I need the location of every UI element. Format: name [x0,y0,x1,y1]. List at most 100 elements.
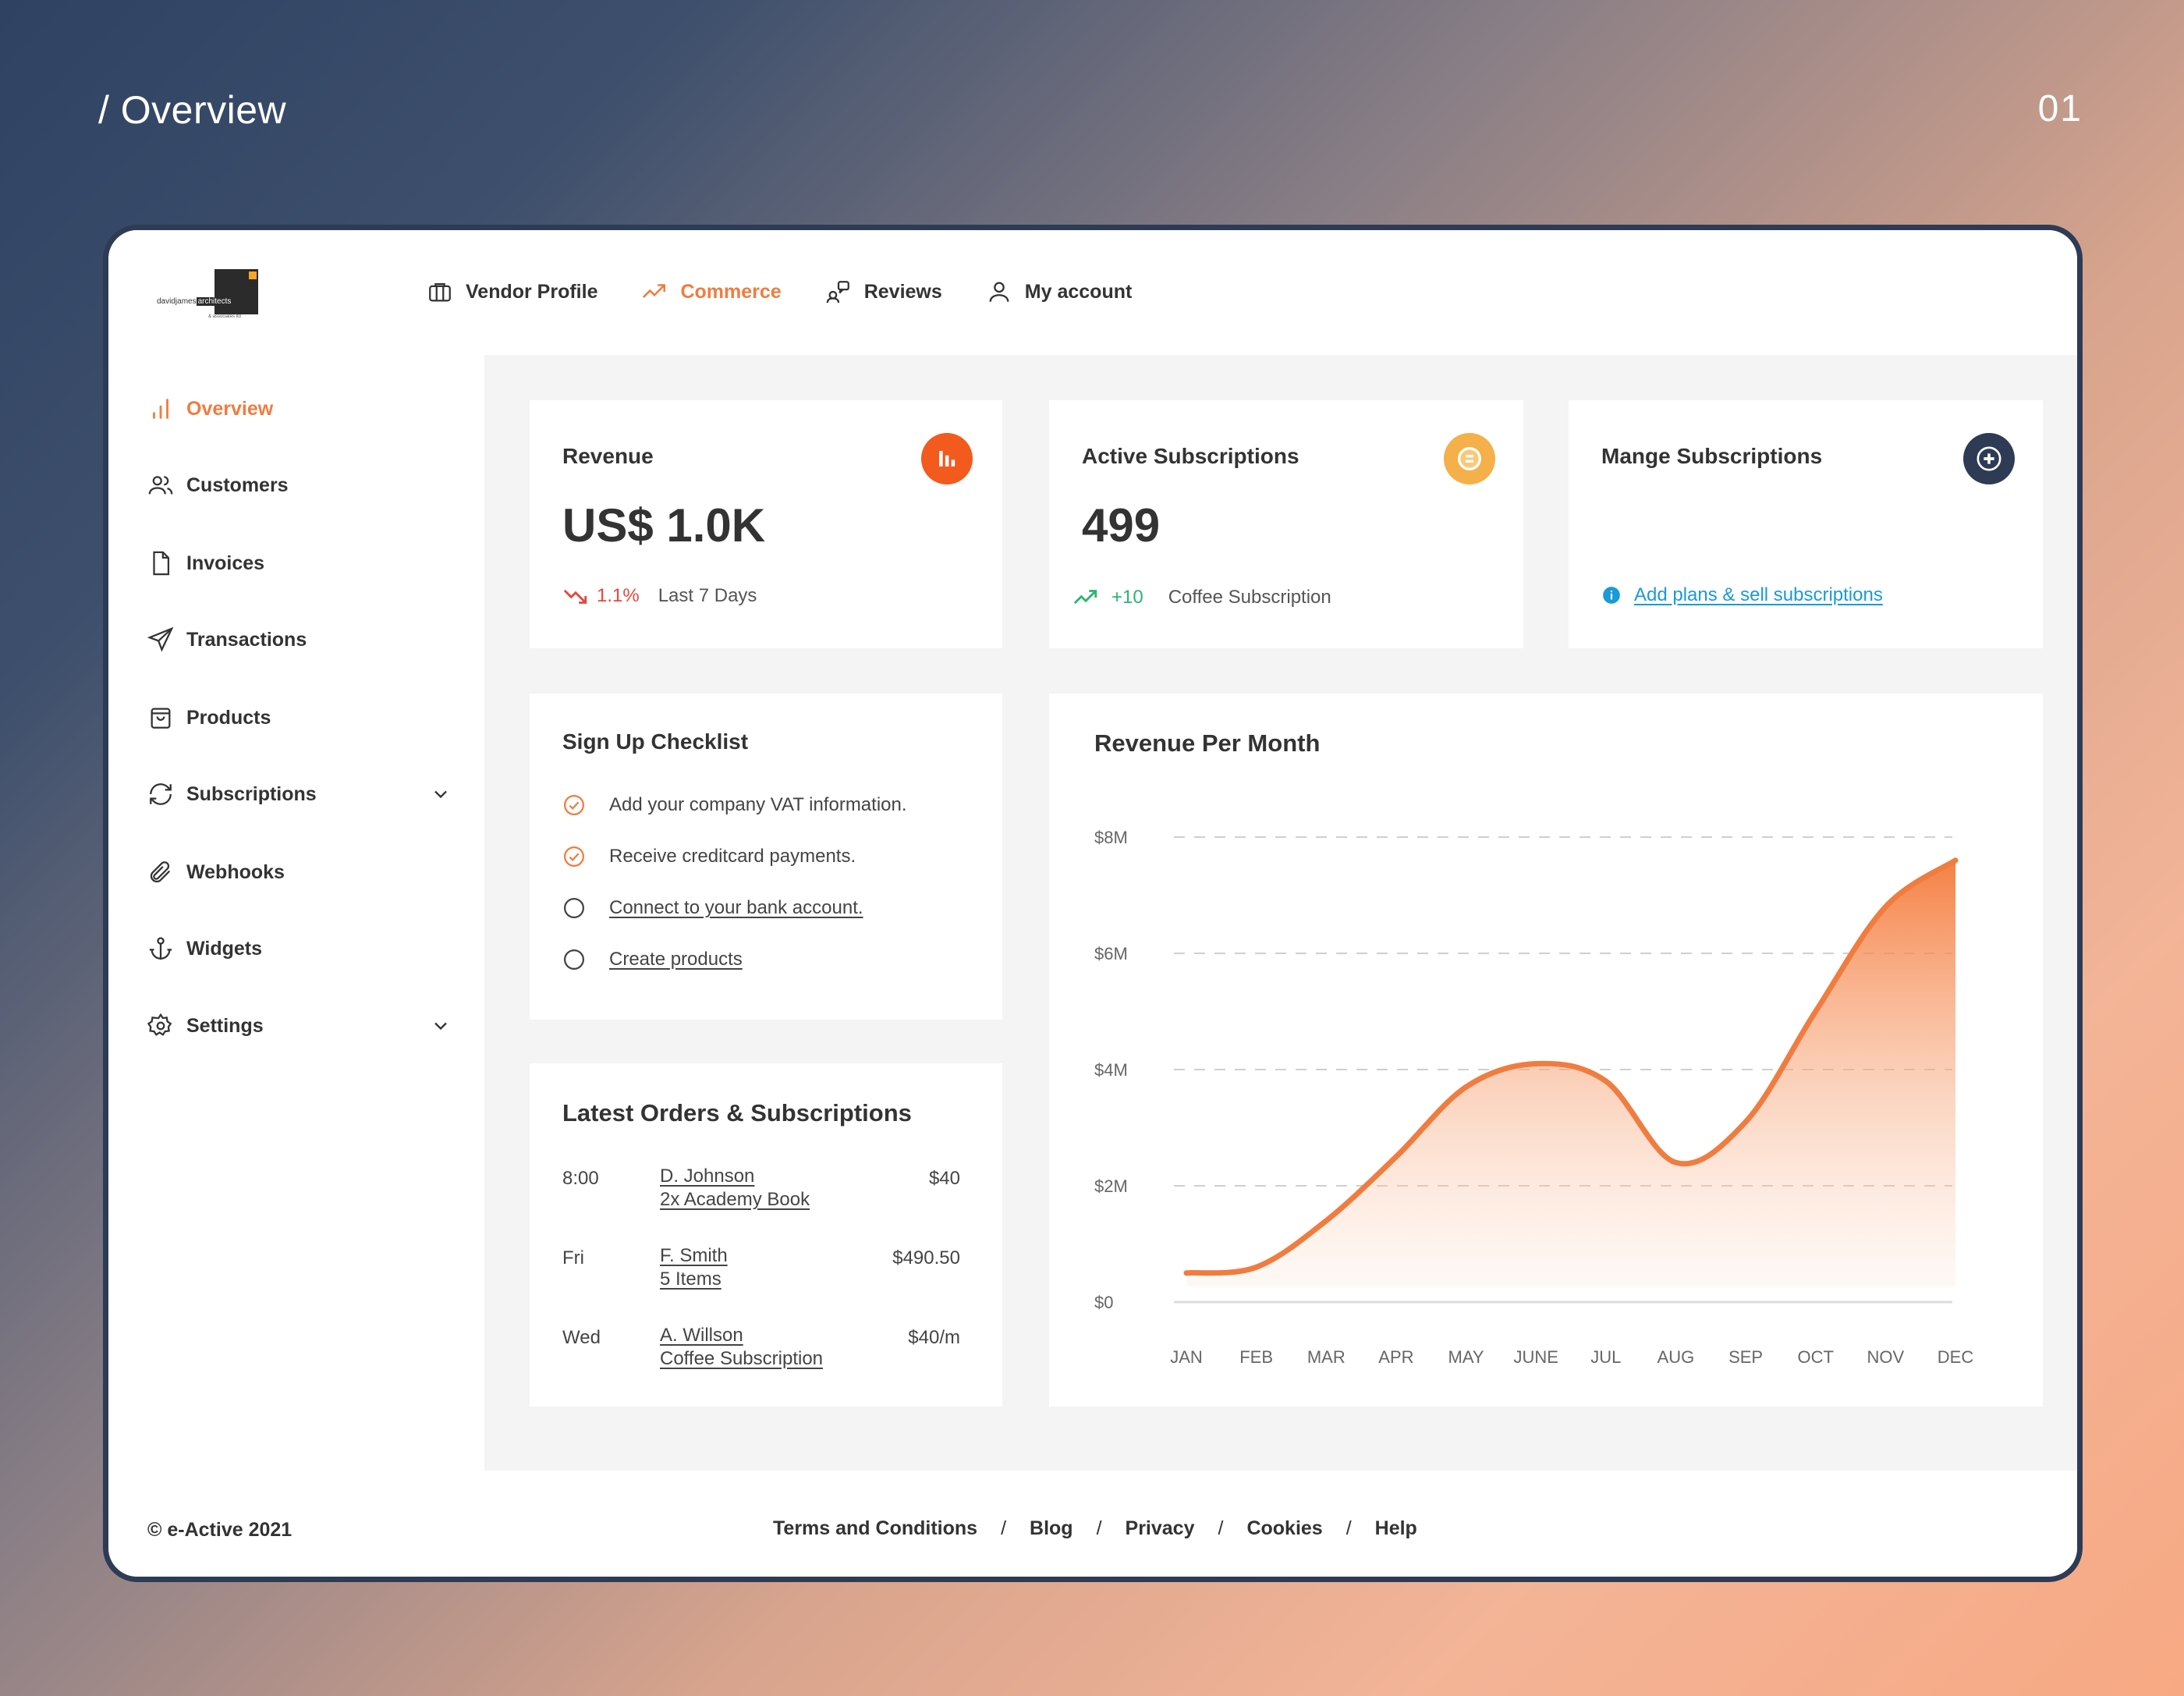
signup-checklist-card: Sign Up Checklist Add your company VAT i… [530,694,1002,1020]
footer-link-blog[interactable]: Blog [1030,1517,1073,1539]
sidebar-item-webhooks[interactable]: Webhooks [147,859,452,885]
chevron-down-icon[interactable] [430,1015,452,1037]
checklist-title: Sign Up Checklist [562,729,749,754]
paperclip-icon [150,861,171,883]
coin-icon[interactable] [1444,433,1495,484]
reviews-icon [826,281,849,303]
nav-my-account[interactable]: My account [986,279,1132,305]
manage-subscriptions-title: Mange Subscriptions [1601,444,1823,468]
x-tick-label: APR [1378,1347,1413,1367]
y-tick-label: $2M [1094,1176,1128,1196]
y-tick-label: $6M [1094,944,1128,963]
x-tick-label: AUG [1658,1347,1695,1367]
anchor-icon [149,937,172,960]
sidebar: Overview Customers Invoices Transactions… [108,355,484,1471]
refresh-icon [150,783,172,805]
empty-circle-icon [564,949,584,970]
nav-reviews[interactable]: Reviews [825,279,942,305]
nav-commerce[interactable]: Commerce [641,279,782,305]
chart-title: Revenue Per Month [1094,729,1321,757]
y-tick-label: $4M [1094,1060,1128,1080]
sidebar-item-widgets[interactable]: Widgets [147,935,452,962]
revenue-change: 1.1% [597,585,640,606]
x-tick-label: JUL [1590,1347,1621,1367]
sidebar-item-invoices[interactable]: Invoices [147,550,452,577]
footer-link-privacy[interactable]: Privacy [1125,1517,1195,1539]
bar-chart-icon [153,399,168,419]
main-content: Revenue US$ 1.0K 1.1% Last 7 Days Active… [484,355,2077,1471]
checklist-item[interactable]: Add your company VAT information. [562,793,907,817]
y-tick-label: $0 [1094,1293,1113,1312]
briefcase-icon [429,282,451,302]
bar-chart-icon[interactable] [921,433,973,484]
top-bar: davidjames architects & associates ltd Ve… [108,230,2077,355]
checklist-item[interactable]: Receive creditcard payments. [562,845,856,868]
x-tick-label: JUNE [1513,1347,1558,1367]
revenue-value: US$ 1.0K [562,499,766,552]
revenue-chart: $0 $2M $4M $6M $8M JAN FEB MAR APR MAY JUNE JUL AUG… [1094,828,1974,1367]
sidebar-item-products[interactable]: Products [147,704,452,731]
copyright: © e-Active 2021 [147,1519,292,1541]
plus-icon[interactable] [1963,433,2015,484]
check-circle-icon [564,846,584,867]
trend-up-icon [1073,590,1097,605]
active-subscriptions-label: Coffee Subscription [1168,587,1331,608]
footer-link-help[interactable]: Help [1374,1517,1417,1539]
gear-icon [147,1013,172,1036]
empty-circle-icon [564,898,584,918]
footer-link-terms[interactable]: Terms and Conditions [773,1517,978,1539]
nav-vendor-profile[interactable]: Vendor Profile [427,279,597,305]
x-tick-label: SEP [1728,1347,1763,1367]
x-tick-label: FEB [1239,1347,1273,1367]
trend-down-icon [563,589,587,604]
active-subscriptions-card: Active Subscriptions 499 +10 Coffee Subs… [1049,400,1523,648]
x-tick-label: OCT [1798,1347,1834,1367]
sidebar-item-settings[interactable]: Settings [147,1013,452,1039]
company-logo[interactable]: davidjames architects & associates ltd [157,269,258,325]
active-subscriptions-title: Active Subscriptions [1082,444,1299,468]
sidebar-item-subscriptions[interactable]: Subscriptions [147,781,452,807]
revenue-chart-card: Revenue Per Month $0 $2M $4M $6M $8M JAN FEB M… [1049,694,2043,1407]
send-icon [147,626,174,652]
table-row[interactable]: Fri F. Smith 5 Items $490.50 [562,1245,960,1290]
orders-title: Latest Orders & Subscriptions [562,1099,912,1127]
check-circle-icon [564,795,584,815]
chart-area [1186,860,1955,1286]
chevron-down-icon[interactable] [430,783,452,805]
users-icon [148,476,173,495]
app-window: davidjames architects & associates ltd Ve… [103,225,2083,1582]
latest-orders-card: Latest Orders & Subscriptions 8:00 D. Jo… [530,1063,1002,1407]
table-row[interactable]: 8:00 D. Johnson 2x Academy Book $40 [562,1166,960,1210]
page-heading: / Overview [98,88,287,132]
footer-link-cookies[interactable]: Cookies [1246,1517,1323,1539]
revenue-period: Last 7 Days [658,585,757,606]
footer: © e-Active 2021 Terms and Conditions / B… [108,1471,2077,1577]
sidebar-item-customers[interactable]: Customers [147,472,452,499]
trend-up-icon [643,284,666,298]
info-icon [1603,587,1620,604]
revenue-card: Revenue US$ 1.0K 1.1% Last 7 Days [530,400,1002,648]
table-row[interactable]: Wed A. Willson Coffee Subscription $40/m [562,1325,960,1369]
page-number: 01 [2037,88,2083,130]
active-subscriptions-change: +10 [1112,587,1143,608]
footer-links: Terms and Conditions / Blog / Privacy / … [773,1517,1417,1539]
revenue-title: Revenue [562,444,654,468]
add-plans-link[interactable]: Add plans & sell subscriptions [1634,584,1883,605]
bag-icon [151,708,171,729]
checklist-item[interactable]: Create products [562,948,743,971]
user-icon [989,282,1009,302]
sidebar-item-transactions[interactable]: Transactions [147,626,452,653]
chart-line [1183,857,1959,1276]
x-tick-label: NOV [1867,1347,1905,1367]
file-icon [153,551,170,576]
x-tick-label: JAN [1170,1347,1203,1367]
active-subscriptions-value: 499 [1082,499,1161,552]
manage-subscriptions-card: Mange Subscriptions Add plans & sell sub… [1569,400,2043,648]
y-tick-label: $8M [1094,828,1128,847]
top-nav: Vendor Profile Commerce Reviews My accou… [427,279,1175,305]
x-tick-label: MAR [1307,1347,1346,1367]
checklist-item[interactable]: Connect to your bank account. [562,896,863,920]
x-tick-label: MAY [1448,1347,1484,1367]
sidebar-item-overview[interactable]: Overview [147,396,452,422]
x-tick-label: DEC [1938,1347,1974,1367]
